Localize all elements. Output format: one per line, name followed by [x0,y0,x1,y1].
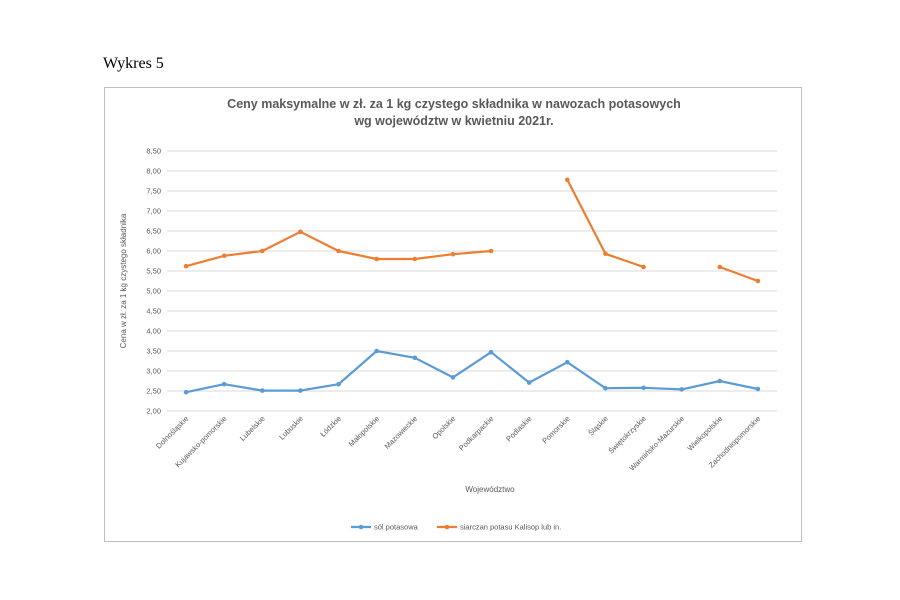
legend-swatch-marker [358,524,364,530]
x-tick-label: Śląskie [586,414,609,437]
data-point [260,248,265,254]
data-point [717,378,723,384]
data-point [565,359,570,365]
legend-label: siarczan potasu Kalisop lub in. [460,523,561,532]
x-tick-label: Mazowieckie [383,414,420,451]
data-point [412,355,418,361]
chart-title-line: Ceny maksymalne w zł. za 1 kg czystego s… [227,97,681,111]
data-point [374,256,379,262]
y-tick-label: 3,50 [146,347,161,356]
data-point [679,387,684,392]
x-tick-label: Lubelskie [238,414,267,443]
line-chart: Ceny maksymalne w zł. za 1 kg czystego s… [119,97,777,532]
x-tick-label: Pomorskie [540,414,571,445]
chart-title-line: wg województw w kwietniu 2021r. [353,114,553,128]
y-tick-label: 4,50 [146,307,161,316]
data-point [450,375,456,380]
data-point [412,256,418,262]
y-tick-label: 6,00 [146,247,161,256]
x-tick-label: Wielkopolskie [685,414,724,453]
y-tick-label: 2,00 [146,407,161,416]
data-point [336,248,341,254]
data-point [298,229,303,235]
y-axis-label: Cena w zł. za 1 kg czystego składnika [119,213,128,348]
x-tick-label: Łódzkie [318,414,343,439]
y-tick-label: 5,00 [146,287,161,296]
x-tick-label: Świętokrzyskie [607,414,648,455]
legend-swatch-marker [444,524,450,530]
data-point [336,381,341,387]
data-point [183,389,189,395]
y-tick-label: 6,50 [146,227,161,236]
data-point [717,264,723,270]
x-tick-label: Podkarpackie [457,414,496,453]
y-tick-label: 4,00 [146,327,161,336]
y-tick-label: 7,50 [146,187,161,196]
data-point [755,386,761,392]
y-tick-label: 8,50 [146,147,161,156]
data-point [488,248,494,254]
x-tick-label: Opolskie [430,414,457,441]
x-tick-label: Podlaskie [504,414,533,443]
data-point [565,177,570,183]
data-point [450,251,456,257]
data-point [221,253,227,259]
x-axis-label: Województwo [465,485,515,494]
data-point [641,385,646,391]
y-tick-label: 5,50 [146,267,161,276]
data-point [488,349,494,355]
data-point [260,388,265,393]
page-label: Wykres 5 [103,55,164,72]
x-tick-label: Lubuskie [277,414,305,442]
y-tick-label: 3,00 [146,367,161,376]
chart-frame: Ceny maksymalne w zł. za 1 kg czystego s… [104,87,802,542]
data-point [603,385,608,391]
data-point [221,381,227,387]
legend-label: sól potasowa [374,523,419,532]
data-point [526,380,532,385]
y-tick-label: 2,50 [146,387,161,396]
data-point [641,264,646,270]
x-tick-label: Małopolskie [347,414,381,448]
series-line [185,349,759,394]
y-tick-label: 8,00 [146,167,161,176]
series-line [719,265,759,283]
data-point [755,278,761,284]
x-tick-label: Dolnośląskie [154,414,190,450]
y-tick-label: 7,00 [146,207,161,216]
data-point [298,388,303,393]
data-point [183,263,189,269]
data-point [603,251,608,257]
data-point [374,348,379,354]
